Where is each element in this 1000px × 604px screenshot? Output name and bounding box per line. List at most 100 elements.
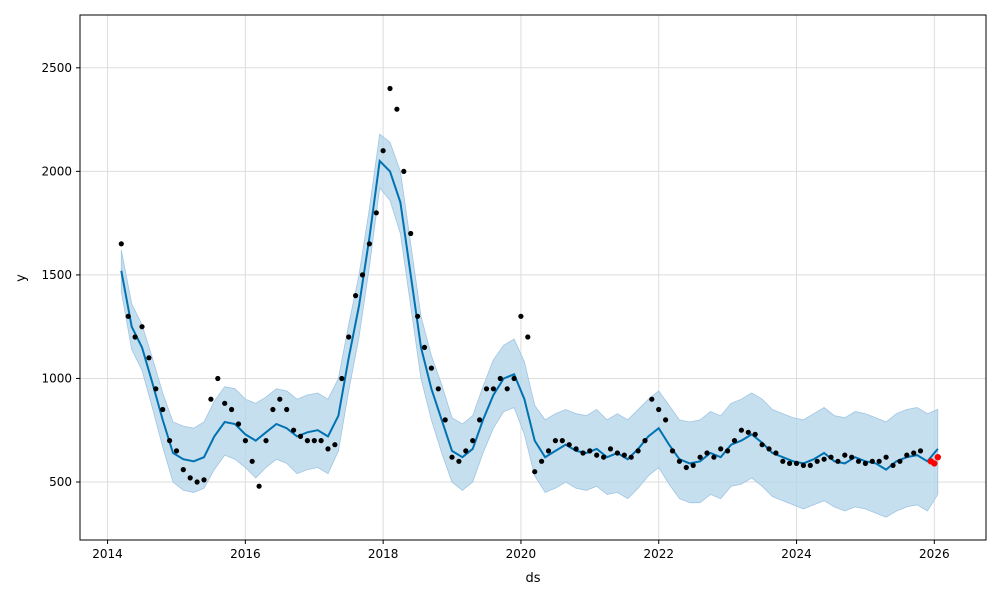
x-tick-label: 2014 bbox=[92, 547, 123, 561]
observed-point bbox=[904, 452, 910, 458]
highlight-point bbox=[931, 460, 938, 467]
observed-point bbox=[566, 442, 572, 448]
y-tick-label: 1000 bbox=[41, 371, 72, 385]
observed-point bbox=[497, 375, 503, 382]
observed-point bbox=[621, 452, 627, 458]
observed-point bbox=[676, 458, 683, 464]
observed-point bbox=[297, 433, 304, 439]
observed-point bbox=[160, 406, 166, 413]
observed-point bbox=[118, 241, 124, 247]
observed-point bbox=[793, 460, 800, 466]
observed-point bbox=[628, 454, 634, 460]
observed-point bbox=[711, 454, 717, 460]
y-tick-label: 2500 bbox=[41, 61, 72, 75]
observed-point bbox=[704, 450, 710, 456]
observed-point bbox=[842, 452, 848, 458]
observed-point bbox=[408, 230, 414, 237]
observed-point bbox=[876, 458, 882, 464]
x-axis-label: ds bbox=[525, 571, 540, 586]
observed-point bbox=[463, 448, 469, 454]
observed-point bbox=[346, 334, 352, 340]
observed-point bbox=[511, 375, 517, 382]
observed-point bbox=[125, 313, 131, 319]
observed-point bbox=[663, 417, 669, 423]
observed-point bbox=[263, 438, 269, 444]
observed-point bbox=[607, 446, 614, 452]
observed-point bbox=[821, 456, 827, 462]
observed-point bbox=[415, 313, 421, 319]
observed-point bbox=[270, 406, 276, 413]
x-tick-label: 2024 bbox=[781, 547, 812, 561]
observed-point bbox=[635, 448, 641, 454]
observed-point bbox=[532, 469, 538, 475]
observed-point bbox=[890, 462, 896, 468]
uncertainty-band bbox=[120, 133, 939, 518]
observed-point bbox=[669, 448, 676, 454]
observed-point bbox=[862, 460, 869, 466]
observed-point bbox=[421, 344, 428, 350]
x-tick-label: 2018 bbox=[368, 547, 399, 561]
forecast-line bbox=[120, 158, 939, 471]
observed-point bbox=[911, 450, 917, 456]
observed-point bbox=[146, 355, 152, 361]
observed-point bbox=[766, 446, 772, 452]
grid-layer bbox=[80, 15, 986, 540]
observed-point bbox=[773, 450, 779, 456]
observed-point bbox=[359, 272, 366, 278]
observed-point bbox=[518, 313, 524, 319]
observed-point bbox=[284, 406, 290, 413]
observed-point bbox=[353, 293, 359, 299]
observed-point bbox=[787, 460, 793, 466]
observed-point bbox=[738, 427, 745, 433]
observed-point bbox=[277, 396, 283, 402]
observed-point bbox=[897, 458, 903, 464]
observed-point bbox=[504, 386, 510, 392]
observed-point bbox=[855, 458, 862, 464]
observed-point bbox=[229, 406, 235, 413]
observed-point bbox=[759, 442, 765, 448]
x-tick-label: 2026 bbox=[919, 547, 950, 561]
observed-point bbox=[339, 375, 345, 382]
observed-point bbox=[311, 438, 317, 444]
observed-point bbox=[800, 462, 807, 468]
observed-point bbox=[814, 458, 820, 464]
observed-point bbox=[477, 417, 483, 423]
observed-point bbox=[291, 427, 297, 433]
observed-point bbox=[683, 464, 689, 471]
observed-point bbox=[835, 458, 841, 464]
observed-point bbox=[256, 483, 262, 489]
observed-point bbox=[380, 148, 386, 154]
observed-point bbox=[242, 438, 248, 444]
observed-point bbox=[401, 168, 407, 174]
observed-point bbox=[215, 375, 221, 382]
highlight-point bbox=[934, 454, 941, 461]
observed-point bbox=[642, 438, 648, 444]
observed-point bbox=[725, 448, 731, 454]
observed-point bbox=[731, 438, 738, 444]
uncertainty-band-layer bbox=[120, 133, 939, 518]
observed-point bbox=[780, 458, 786, 464]
observed-point bbox=[883, 454, 889, 460]
observed-point bbox=[201, 477, 207, 483]
observed-point bbox=[449, 454, 455, 460]
observed-point bbox=[235, 421, 242, 427]
x-tick-label: 2016 bbox=[230, 547, 261, 561]
observed-point bbox=[249, 458, 255, 464]
y-tick-label: 1500 bbox=[41, 268, 72, 282]
observed-point bbox=[435, 386, 441, 392]
observed-point bbox=[304, 438, 310, 444]
observed-point bbox=[525, 334, 531, 340]
observed-point bbox=[173, 448, 180, 454]
observed-point bbox=[559, 438, 565, 444]
observed-points-layer bbox=[118, 85, 924, 489]
observed-point bbox=[649, 396, 655, 402]
observed-point bbox=[167, 438, 173, 444]
observed-point bbox=[428, 365, 434, 371]
observed-point bbox=[194, 479, 200, 485]
observed-point bbox=[539, 458, 545, 464]
y-tick-label: 2000 bbox=[41, 164, 72, 178]
observed-point bbox=[601, 454, 607, 460]
observed-point bbox=[690, 462, 696, 468]
observed-point bbox=[573, 446, 579, 452]
